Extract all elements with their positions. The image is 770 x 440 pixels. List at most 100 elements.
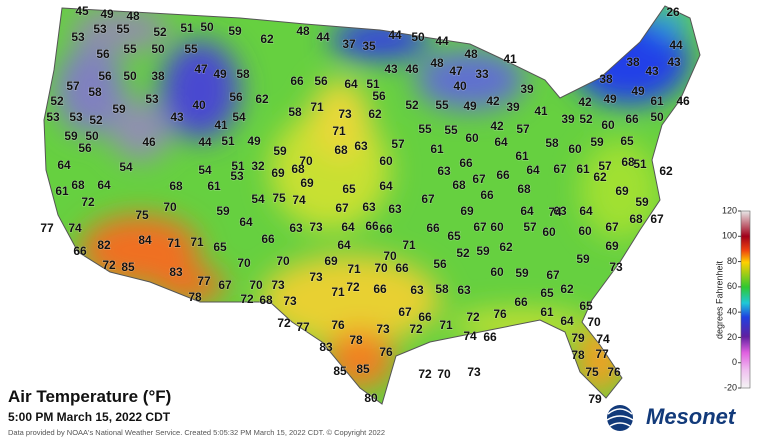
temperature-reading: 73 [376, 322, 390, 336]
temperature-reading: 74 [596, 332, 610, 346]
temperature-reading: 47 [449, 64, 463, 78]
temperature-reading: 65 [540, 286, 554, 300]
temperature-reading: 72 [81, 195, 95, 209]
temperature-reading: 32 [251, 159, 265, 173]
colorbar-tick-label: 100 [722, 231, 737, 241]
temperature-reading: 83 [169, 265, 183, 279]
temperature-reading: 53 [145, 92, 159, 106]
temperature-reading: 41 [214, 118, 228, 132]
temperature-reading: 70 [249, 278, 263, 292]
temperature-reading: 74 [548, 205, 562, 219]
temperature-reading: 67 [473, 220, 487, 234]
temperature-reading: 62 [368, 107, 382, 121]
temperature-reading: 65 [447, 229, 461, 243]
temperature-reading: 67 [421, 192, 435, 206]
temperature-reading: 67 [650, 212, 664, 226]
temperature-reading: 38 [151, 69, 165, 83]
temperature-reading: 70 [587, 315, 601, 329]
temperature-reading: 59 [112, 102, 126, 116]
temperature-reading: 57 [598, 159, 612, 173]
temperature-reading: 58 [435, 282, 449, 296]
temperature-reading: 73 [609, 260, 623, 274]
temperature-reading: 59 [216, 204, 230, 218]
temperature-reading: 65 [213, 240, 227, 254]
temperature-reading: 55 [116, 22, 130, 36]
temperature-reading: 57 [66, 79, 80, 93]
temperature-reading: 68 [71, 178, 85, 192]
temperature-reading: 57 [391, 137, 405, 151]
temperature-reading: 73 [271, 278, 285, 292]
temperature-reading: 64 [239, 215, 253, 229]
temperature-reading: 60 [542, 225, 556, 239]
temperature-reading: 38 [599, 72, 613, 86]
temperature-reading: 67 [546, 268, 560, 282]
temperature-reading: 64 [97, 178, 111, 192]
temperature-reading: 44 [435, 34, 449, 48]
temperature-reading: 63 [354, 139, 368, 153]
temperature-reading: 61 [650, 94, 664, 108]
temperature-reading: 74 [463, 329, 477, 343]
temperature-reading: 66 [373, 282, 387, 296]
colorbar-label: degrees Fahrenheit [714, 260, 724, 339]
temperature-reading: 51 [366, 77, 380, 91]
temperature-reading: 60 [568, 142, 582, 156]
temperature-reading: 62 [255, 92, 269, 106]
temperature-reading: 64 [579, 204, 593, 218]
temperature-reading: 50 [123, 69, 137, 83]
temperature-reading: 64 [57, 158, 71, 172]
temperature-reading: 79 [588, 392, 602, 406]
temperature-reading: 70 [237, 256, 251, 270]
temperature-reading: 67 [472, 172, 486, 186]
temperature-reading: 59 [515, 266, 529, 280]
temperature-reading: 56 [78, 141, 92, 155]
temperature-reading: 53 [230, 169, 244, 183]
temperature-reading: 55 [418, 122, 432, 136]
temperature-reading: 72 [102, 258, 116, 272]
temperature-reading: 65 [342, 182, 356, 196]
temperature-reading: 74 [68, 221, 82, 235]
temperature-reading: 70 [163, 200, 177, 214]
temperature-reading: 54 [251, 192, 265, 206]
temperature-reading: 39 [520, 82, 534, 96]
temperature-reading: 64 [526, 163, 540, 177]
temperature-reading: 77 [40, 221, 54, 235]
temperature-reading: 85 [333, 364, 347, 378]
temperature-reading: 51 [180, 21, 194, 35]
temperature-reading: 70 [276, 254, 290, 268]
temperature-reading: 66 [365, 219, 379, 233]
temperature-reading: 60 [465, 131, 479, 145]
temperature-reading: 70 [437, 367, 451, 381]
temperature-reading: 75 [272, 191, 286, 205]
colorbar-tick-label: 40 [727, 307, 737, 317]
temperature-reading: 39 [561, 112, 575, 126]
temperature-reading: 66 [625, 112, 639, 126]
temperature-reading: 63 [362, 200, 376, 214]
temperature-reading: 77 [197, 274, 211, 288]
temperature-reading: 58 [545, 136, 559, 150]
temperature-reading: 63 [553, 204, 567, 218]
temperature-reading: 72 [466, 310, 480, 324]
temperature-reading: 55 [123, 42, 137, 56]
temperature-reading: 39 [506, 100, 520, 114]
temperature-reading: 64 [520, 204, 534, 218]
temperature-reading: 60 [490, 220, 504, 234]
temperature-reading: 64 [344, 77, 358, 91]
temperature-reading: 40 [192, 98, 206, 112]
temperature-reading: 63 [437, 164, 451, 178]
temperature-reading: 66 [73, 244, 87, 258]
temperature-reading: 68 [621, 155, 635, 169]
temperature-reading: 72 [409, 322, 423, 336]
temperature-reading: 44 [388, 28, 402, 42]
temperature-reading: 50 [151, 42, 165, 56]
temperature-reading: 50 [650, 110, 664, 124]
temperature-reading: 67 [553, 162, 567, 176]
temperature-reading: 69 [460, 204, 474, 218]
temperature-reading: 78 [571, 348, 585, 362]
temperature-reading: 60 [578, 224, 592, 238]
temperature-reading: 49 [213, 67, 227, 81]
temperature-reading: 48 [430, 56, 444, 70]
temperature-reading: 71 [332, 124, 346, 138]
temperature-reading: 63 [457, 283, 471, 297]
